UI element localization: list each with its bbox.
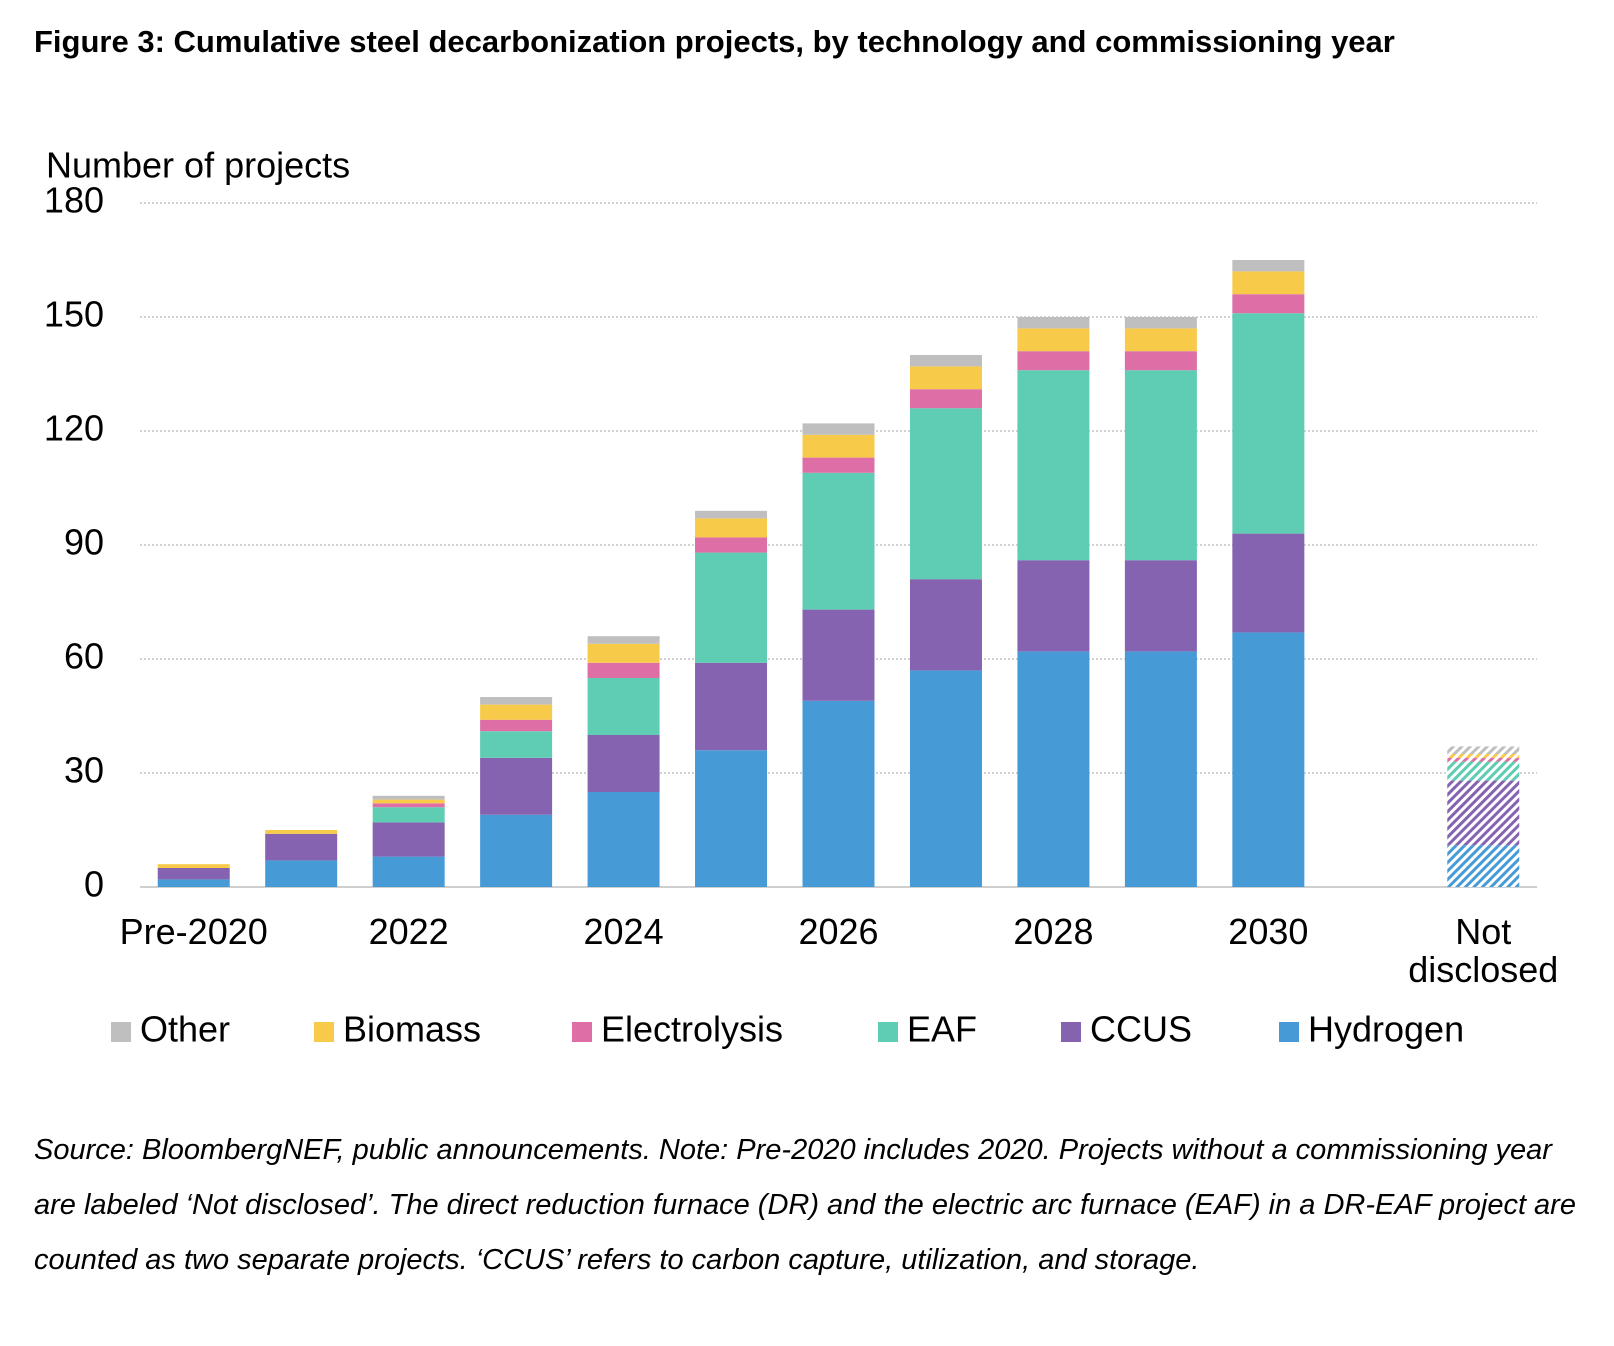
y-tick-label: 150 bbox=[44, 294, 104, 335]
bar-segment bbox=[480, 814, 553, 887]
bar-segment bbox=[265, 860, 338, 887]
bar-segment bbox=[1447, 761, 1520, 781]
legend-label: EAF bbox=[907, 1009, 977, 1050]
bar-segment bbox=[909, 670, 982, 887]
bar-segment bbox=[372, 795, 445, 800]
bar-segment bbox=[587, 792, 660, 887]
legend-swatch bbox=[878, 1022, 898, 1042]
bar-segment bbox=[1017, 351, 1090, 371]
bar-segment bbox=[802, 434, 875, 458]
y-tick-label: 90 bbox=[64, 522, 104, 563]
bar-segment bbox=[1017, 560, 1090, 652]
x-tick-label: 2028 bbox=[1013, 911, 1094, 952]
bar-segment bbox=[1124, 328, 1197, 352]
legend-label: Biomass bbox=[343, 1009, 481, 1050]
x-tick-label: 2030 bbox=[1228, 911, 1309, 952]
x-tick-label: 2022 bbox=[368, 911, 449, 952]
bar-segment bbox=[1447, 754, 1520, 758]
bar-segment bbox=[802, 609, 875, 701]
bar-segment bbox=[802, 423, 875, 435]
legend-swatch bbox=[314, 1022, 334, 1042]
bar-segment bbox=[695, 750, 768, 887]
bar-segment bbox=[1124, 370, 1197, 561]
bar-segment bbox=[909, 366, 982, 390]
bar-segment bbox=[587, 662, 660, 678]
bar-segment bbox=[909, 579, 982, 671]
bar-segment bbox=[695, 552, 768, 663]
x-tick-label: Not disclosed bbox=[1408, 911, 1559, 990]
bar-segment bbox=[1124, 317, 1197, 329]
bar-segment bbox=[1124, 651, 1197, 887]
legend-swatch bbox=[1279, 1022, 1299, 1042]
bar-segment bbox=[695, 662, 768, 751]
chart-title: Figure 3: Cumulative steel decarbonizati… bbox=[34, 24, 1395, 59]
bar-segment bbox=[1232, 271, 1305, 295]
bar-segment bbox=[480, 697, 553, 705]
bar-segment bbox=[265, 833, 338, 861]
bar-segment bbox=[480, 719, 553, 732]
bar-segment bbox=[372, 822, 445, 857]
y-tick-label: 30 bbox=[64, 750, 104, 791]
y-tick-label: 180 bbox=[44, 180, 104, 221]
bar-segment bbox=[1447, 757, 1520, 762]
bar-segment bbox=[157, 864, 230, 868]
legend-swatch bbox=[572, 1022, 592, 1042]
bar-segment bbox=[587, 643, 660, 663]
legend-label: CCUS bbox=[1090, 1009, 1192, 1050]
y-tick-label: 60 bbox=[64, 636, 104, 677]
bar-segment bbox=[157, 879, 230, 887]
bar-segment bbox=[802, 700, 875, 887]
bar-segment bbox=[1232, 260, 1305, 272]
bar-segment bbox=[1232, 533, 1305, 633]
bar-segment bbox=[372, 807, 445, 823]
bar-segment bbox=[802, 457, 875, 473]
y-axis-label: Number of projects bbox=[46, 145, 350, 186]
bar-segment bbox=[480, 704, 553, 720]
bar-segment bbox=[587, 636, 660, 644]
bar-segment bbox=[1232, 294, 1305, 314]
bar-segment bbox=[1017, 370, 1090, 561]
bar-segment bbox=[695, 537, 768, 553]
bar-segment bbox=[372, 803, 445, 808]
bar-segment bbox=[372, 799, 445, 804]
legend-swatch bbox=[111, 1022, 131, 1042]
bar-segment bbox=[1017, 328, 1090, 352]
legend-label: Hydrogen bbox=[1308, 1009, 1464, 1050]
x-tick-label: Pre-2020 bbox=[119, 911, 268, 952]
y-tick-label: 0 bbox=[84, 864, 104, 905]
bar-segment bbox=[1017, 317, 1090, 329]
legend-label: Other bbox=[140, 1009, 230, 1050]
bar-segment bbox=[909, 355, 982, 367]
x-tick-label: 2024 bbox=[583, 911, 664, 952]
bar-segment bbox=[1232, 632, 1305, 887]
x-tick-label: 2026 bbox=[798, 911, 879, 952]
bar-segment bbox=[1447, 845, 1520, 887]
bar-segment bbox=[909, 389, 982, 409]
bar-segment bbox=[1447, 746, 1520, 754]
bar-segment bbox=[1232, 313, 1305, 534]
bar-segment bbox=[265, 830, 338, 834]
y-tick-label: 120 bbox=[44, 408, 104, 449]
bar-segment bbox=[157, 868, 230, 880]
bar-segment bbox=[695, 510, 768, 519]
bar-segment bbox=[802, 472, 875, 610]
bar-segment bbox=[1017, 651, 1090, 887]
bar-segment bbox=[372, 856, 445, 887]
bar-segment bbox=[1447, 780, 1520, 846]
legend-swatch bbox=[1061, 1022, 1081, 1042]
bar-segment bbox=[480, 757, 553, 815]
bar-segment bbox=[1124, 351, 1197, 371]
bar-segment bbox=[695, 518, 768, 538]
legend-label: Electrolysis bbox=[601, 1009, 783, 1050]
bar-segment bbox=[480, 731, 553, 758]
bar-segment bbox=[909, 408, 982, 580]
bar-segment bbox=[1124, 560, 1197, 652]
chart-note: Source: BloombergNEF, public announcemen… bbox=[34, 1134, 1576, 1276]
bar-segment bbox=[587, 735, 660, 792]
bar-segment bbox=[587, 678, 660, 735]
